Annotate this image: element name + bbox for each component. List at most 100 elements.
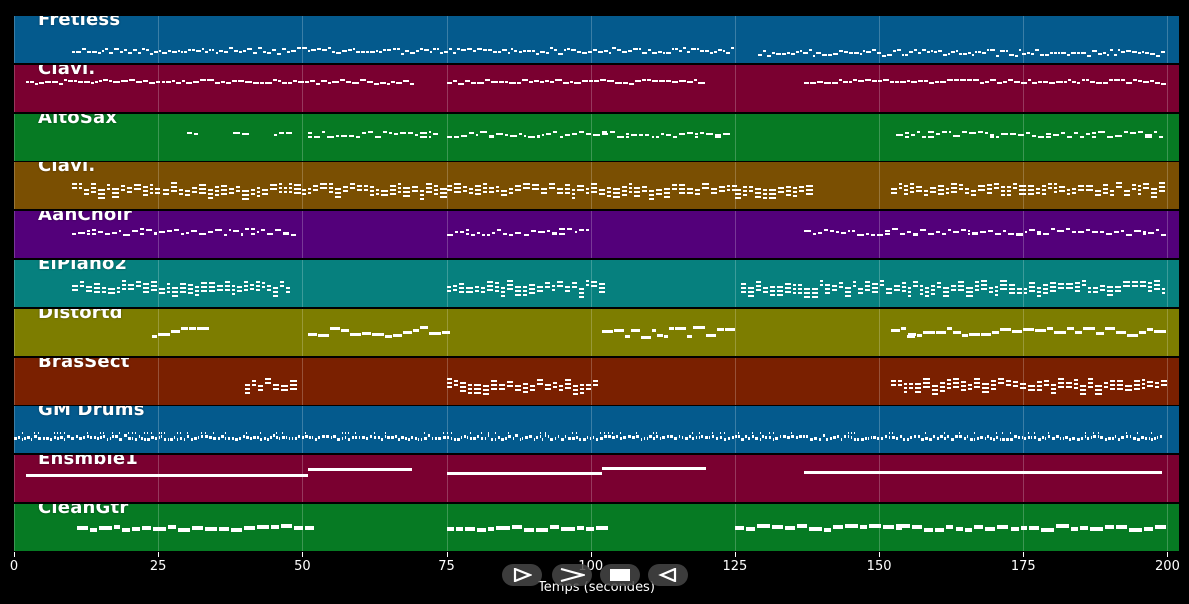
- note: [1137, 184, 1142, 187]
- note: [267, 233, 273, 236]
- note: [1126, 82, 1133, 85]
- note: [785, 185, 792, 188]
- note: [997, 524, 1009, 529]
- note: [1051, 437, 1055, 441]
- note: [564, 183, 570, 186]
- note: [155, 191, 161, 194]
- gridline: [879, 64, 881, 112]
- note: [198, 192, 206, 195]
- note: [243, 284, 249, 287]
- note: [965, 286, 973, 289]
- note: [501, 286, 505, 289]
- note: [39, 81, 45, 84]
- note: [113, 81, 121, 84]
- note: [550, 524, 560, 529]
- note: [896, 524, 910, 529]
- note: [145, 49, 149, 52]
- note: [811, 287, 818, 290]
- note: [506, 288, 513, 291]
- stop-button[interactable]: [600, 564, 640, 586]
- note: [192, 525, 204, 530]
- note: [205, 526, 217, 531]
- note: [349, 186, 356, 189]
- note: [158, 332, 170, 336]
- note: [192, 191, 197, 194]
- note: [490, 380, 497, 383]
- note: [552, 386, 558, 389]
- note: [817, 80, 824, 83]
- note: [99, 80, 103, 83]
- note: [347, 48, 353, 51]
- note: [982, 382, 989, 385]
- note: [997, 382, 1005, 385]
- note: [143, 287, 149, 290]
- note: [1134, 383, 1140, 386]
- note: [1033, 432, 1035, 435]
- note: [613, 192, 620, 195]
- note: [119, 437, 123, 441]
- note: [387, 82, 391, 85]
- note: [1050, 387, 1056, 390]
- note: [958, 280, 964, 283]
- note: [1141, 378, 1145, 381]
- note: [948, 131, 952, 134]
- note: [598, 287, 606, 290]
- note: [193, 133, 198, 136]
- note: [487, 434, 490, 438]
- note: [1115, 434, 1117, 438]
- rewind-button[interactable]: [648, 564, 688, 586]
- note: [231, 436, 234, 440]
- note: [112, 191, 119, 194]
- note: [343, 189, 348, 192]
- note: [78, 187, 83, 190]
- gridline: [1167, 504, 1169, 551]
- note: [327, 81, 332, 84]
- note: [357, 189, 362, 192]
- note: [769, 196, 777, 199]
- note: [60, 432, 62, 435]
- note: [1027, 432, 1029, 435]
- note: [314, 136, 321, 139]
- note: [228, 228, 232, 231]
- note: [1027, 435, 1030, 439]
- note: [128, 436, 131, 440]
- note: [847, 432, 849, 435]
- note: [865, 288, 870, 291]
- note: [496, 526, 510, 531]
- note: [167, 229, 172, 232]
- note: [743, 190, 747, 193]
- note: [655, 136, 659, 139]
- note: [617, 48, 622, 51]
- note: [701, 434, 704, 438]
- note: [944, 432, 946, 435]
- note: [158, 436, 160, 440]
- note: [1109, 193, 1115, 196]
- note: [208, 289, 216, 292]
- note: [172, 51, 177, 54]
- note: [465, 286, 473, 289]
- note: [587, 435, 589, 439]
- note: [494, 290, 500, 293]
- track-label: Clavi.: [38, 64, 96, 79]
- note: [1132, 187, 1136, 190]
- note: [722, 50, 726, 53]
- note: [21, 438, 23, 442]
- note: [893, 284, 900, 287]
- note: [1129, 131, 1137, 134]
- gridline: [734, 64, 736, 112]
- note: [459, 231, 464, 234]
- fast-forward-button[interactable]: [552, 564, 592, 586]
- note: [285, 286, 290, 289]
- gridline: [158, 16, 160, 63]
- note: [1072, 80, 1076, 83]
- note: [1047, 435, 1051, 439]
- note: [490, 437, 494, 441]
- note: [1093, 435, 1097, 439]
- gridline: [158, 211, 160, 259]
- note: [837, 434, 840, 438]
- note: [341, 134, 347, 137]
- note: [316, 48, 322, 51]
- note: [135, 285, 142, 288]
- play-button[interactable]: [502, 564, 542, 586]
- axis-tick-label: 175: [1010, 559, 1036, 574]
